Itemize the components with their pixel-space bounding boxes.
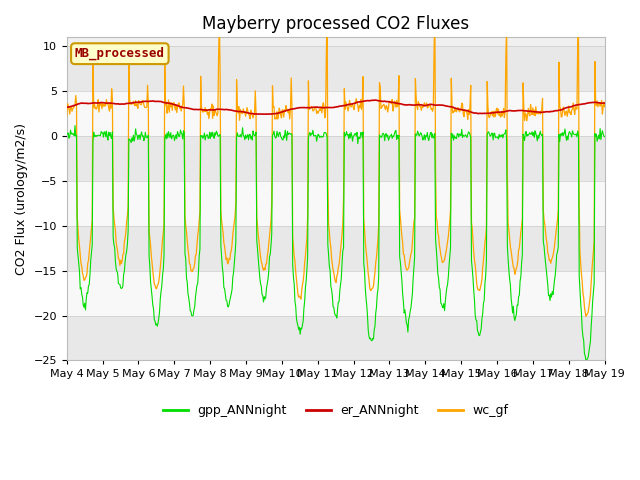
wc_gf [582, 313, 590, 319]
er_ANNnight [403, 102, 410, 108]
Bar [67, 181, 605, 226]
gpp_ANNnight [601, 134, 609, 140]
er_ANNnight [182, 105, 190, 111]
er_ANNnight [260, 111, 268, 117]
wc_gf [182, 229, 190, 235]
gpp_ANNnight [71, 123, 79, 129]
wc_gf [211, 107, 219, 112]
er_ANNnight [371, 97, 378, 103]
Bar [67, 226, 605, 271]
Text: MB_processed: MB_processed [75, 47, 165, 60]
wc_gf [417, 108, 425, 113]
gpp_ANNnight [129, 138, 136, 144]
er_ANNnight [211, 107, 219, 113]
Y-axis label: CO2 Flux (urology/m2/s): CO2 Flux (urology/m2/s) [15, 123, 28, 275]
gpp_ANNnight [583, 358, 591, 364]
Legend: gpp_ANNnight, er_ANNnight, wc_gf: gpp_ANNnight, er_ANNnight, wc_gf [157, 399, 514, 422]
gpp_ANNnight [402, 313, 410, 319]
Line: gpp_ANNnight: gpp_ANNnight [67, 126, 605, 361]
Bar [67, 91, 605, 136]
gpp_ANNnight [63, 130, 70, 136]
Bar [67, 271, 605, 315]
wc_gf [323, 5, 331, 11]
Bar [67, 315, 605, 360]
wc_gf [63, 113, 70, 119]
Line: er_ANNnight: er_ANNnight [67, 100, 605, 114]
wc_gf [73, 100, 81, 106]
er_ANNnight [419, 102, 426, 108]
er_ANNnight [128, 100, 136, 106]
Bar [67, 46, 605, 91]
wc_gf [402, 264, 410, 269]
er_ANNnight [63, 104, 70, 110]
gpp_ANNnight [212, 132, 220, 138]
Line: wc_gf: wc_gf [67, 8, 605, 316]
gpp_ANNnight [74, 245, 81, 251]
wc_gf [601, 104, 609, 109]
Bar [67, 136, 605, 181]
er_ANNnight [73, 102, 81, 108]
gpp_ANNnight [184, 279, 191, 285]
Title: Mayberry processed CO2 Fluxes: Mayberry processed CO2 Fluxes [202, 15, 469, 33]
wc_gf [128, 101, 136, 107]
gpp_ANNnight [417, 131, 425, 136]
er_ANNnight [601, 100, 609, 106]
